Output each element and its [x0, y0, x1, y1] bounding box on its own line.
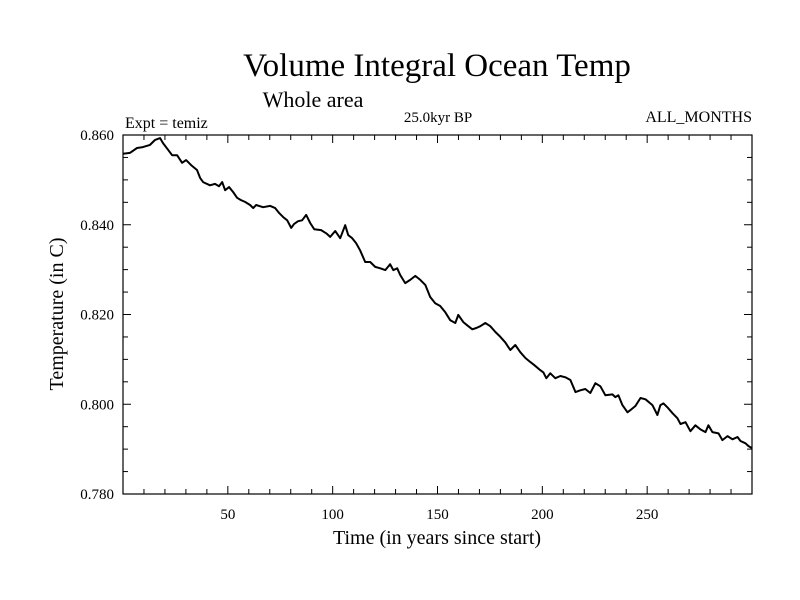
x-tick-label: 200	[531, 507, 554, 523]
axis-ticks	[123, 135, 752, 494]
y-tick-label: 0.840	[80, 218, 114, 234]
months-label: ALL_MONTHS	[645, 109, 752, 126]
x-axis-label: Time (in years since start)	[333, 527, 541, 549]
y-tick-label: 0.800	[80, 397, 114, 413]
period-label: 25.0kyr BP	[404, 110, 472, 126]
x-tick-label: 50	[220, 507, 235, 523]
chart-subtitle: Whole area	[263, 87, 364, 112]
chart-title: Volume Integral Ocean Temp	[243, 48, 631, 84]
experiment-label: Expt = temiz	[125, 115, 208, 132]
x-tick-label: 150	[426, 507, 449, 523]
plot-frame	[122, 134, 753, 495]
y-tick-label: 0.820	[80, 308, 114, 324]
temperature-line	[122, 137, 753, 450]
tick-labels: 50 100 150 200 250 0.780 0.800 0.820 0.840 0.860	[80, 128, 658, 523]
x-tick-label: 100	[321, 507, 344, 523]
x-tick-label: 250	[636, 507, 659, 523]
y-tick-label: 0.860	[80, 128, 114, 144]
y-tick-label: 0.780	[80, 487, 114, 503]
y-axis-label: Temperature (in C)	[46, 238, 68, 391]
